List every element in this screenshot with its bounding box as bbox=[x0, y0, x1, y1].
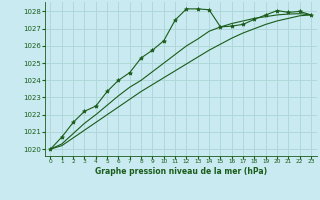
X-axis label: Graphe pression niveau de la mer (hPa): Graphe pression niveau de la mer (hPa) bbox=[95, 167, 267, 176]
